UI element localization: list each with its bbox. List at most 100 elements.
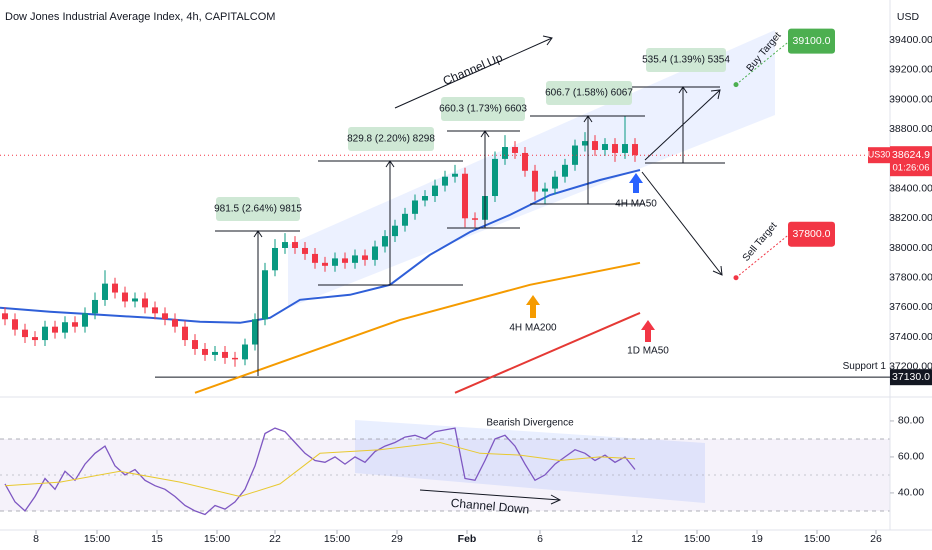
y-tick-label: 40.00 [898,487,924,499]
candle-body [492,158,498,197]
x-tick-label: 19 [751,533,763,545]
candle-body [212,351,218,355]
candle-body [572,145,578,165]
candle-body [292,242,298,248]
price-tag [890,146,932,177]
candle-body [52,326,58,333]
arrow-head [542,35,553,46]
candle-body [122,292,128,302]
measure-arrow [678,86,688,94]
ma200-arrow [526,295,540,318]
y-tick-label: 37400.00 [889,331,932,343]
candle-body [312,253,318,263]
arrow-head [710,89,721,100]
candle-body [632,144,638,156]
measure-boxes [216,48,726,221]
target-box [788,28,835,54]
candle-body [622,144,628,153]
x-tick-label: 12 [631,533,643,545]
candle-body [302,247,308,254]
ma-label: 4H MA200 [509,323,557,334]
candle-body [192,340,198,349]
candle-body [462,173,468,219]
measure-label: 606.7 (1.58%) 6067 [545,88,633,99]
channel-down-band [355,420,705,503]
candle-body [102,283,108,300]
x-tick-label: 8 [33,533,39,545]
channel-up-arrow [394,37,553,109]
x-tick-label: Feb [458,533,477,545]
measurements [215,35,725,505]
candle-body [432,185,438,197]
y-tick-label: 38800.00 [889,123,932,135]
moving-average [194,261,641,394]
measure-box [546,81,632,105]
d-ma50-arrow [641,320,655,342]
y-tick-label: 80.00 [898,415,924,427]
target-box [788,221,835,247]
x-tick-label: 15:00 [804,533,830,545]
candle-body [32,337,38,341]
candle-body [372,246,378,260]
measure-arrow [385,160,395,168]
candle-body [12,319,18,330]
candle-body [602,144,608,150]
measure-label: 981.5 (2.64%) 9815 [214,204,302,215]
moving-average [454,311,641,394]
measure-arrow [253,230,263,238]
candle-body [232,357,238,360]
target-label: 39100.0 [793,35,831,47]
x-tick-label: 15 [151,533,163,545]
measure-box [646,48,726,72]
candle-body [82,313,88,327]
rsi-line [4,427,636,516]
candle-body [322,262,328,266]
candle-body [532,170,538,192]
plot-background [0,0,890,530]
y-tick-label: 39000.00 [889,93,932,105]
currency-label: USD [897,11,920,23]
x-tick-label: 15:00 [324,533,350,545]
candle-body [62,322,68,333]
candle-body [92,299,98,314]
y-tick-label: 39200.00 [889,64,932,76]
buy-arrow [644,89,721,161]
candle-body [172,319,178,327]
candle-body [592,141,598,150]
candle-body [422,196,428,201]
candle-body [352,255,358,263]
candle-body [562,164,568,177]
candle-body [522,152,528,171]
candle-body [382,236,388,247]
candle-body [42,326,48,341]
plot-layer: 39400.0039200.0039000.0038800.0038600.00… [0,34,932,545]
candle-body [402,213,408,226]
support-tag-label: 37130.0 [892,371,930,383]
x-tick-label: 29 [391,533,403,545]
candle-body [332,258,338,266]
x-tick-label: 15:00 [684,533,710,545]
overlay-layer: Support 1 37130.0 US30 38624.9 01:26:06 39100… [733,28,932,386]
candle-body [362,255,368,260]
candle-body [132,298,138,302]
ma-label: 1D MA50 [627,346,669,357]
channel-down-arrow [419,489,561,501]
measure-box [348,127,434,151]
arrow-head [712,265,723,276]
candle-body [262,270,268,320]
candle-body [72,322,78,327]
target-label: 37800.0 [793,228,831,240]
x-tick-label: 15:00 [84,533,110,545]
x-tick-label: 22 [269,533,281,545]
candle-body [612,144,618,153]
x-tick-label: 15:00 [204,533,230,545]
target-dot [733,275,739,281]
rsi-line [4,441,636,498]
support-tag [890,369,932,386]
candle-body [2,313,8,320]
candle-body [242,344,248,360]
measure-label: 535.4 (1.39%) 5354 [642,55,730,66]
y-tick-label: 38000.00 [889,242,932,254]
y-tick-label: 38200.00 [889,212,932,224]
